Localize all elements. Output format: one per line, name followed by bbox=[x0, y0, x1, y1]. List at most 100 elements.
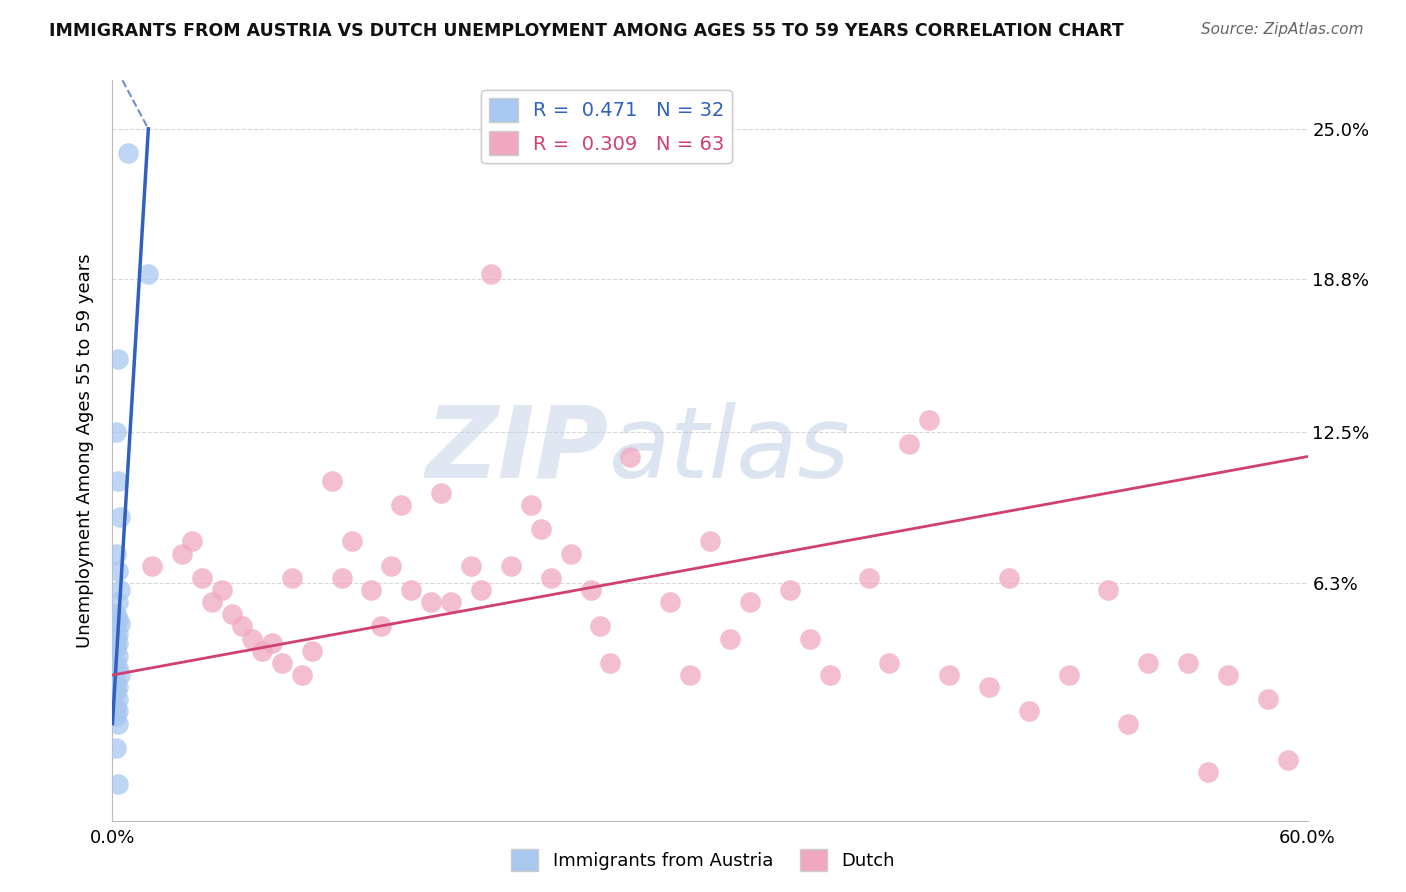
Point bbox=[105, 632, 128, 646]
Point bbox=[211, 582, 233, 597]
Point bbox=[499, 558, 522, 573]
Point bbox=[107, 595, 129, 609]
Point bbox=[110, 510, 132, 524]
Point bbox=[107, 777, 129, 791]
Point bbox=[107, 680, 129, 694]
Point bbox=[1118, 716, 1140, 731]
Point bbox=[659, 595, 682, 609]
Text: IMMIGRANTS FROM AUSTRIA VS DUTCH UNEMPLOYMENT AMONG AGES 55 TO 59 YEARS CORRELAT: IMMIGRANTS FROM AUSTRIA VS DUTCH UNEMPLO… bbox=[49, 22, 1123, 40]
Point bbox=[105, 656, 128, 670]
Point bbox=[107, 612, 129, 626]
Point bbox=[818, 668, 841, 682]
Point bbox=[460, 558, 482, 573]
Point bbox=[579, 582, 602, 597]
Point bbox=[879, 656, 901, 670]
Point bbox=[107, 636, 129, 650]
Point bbox=[110, 668, 132, 682]
Point bbox=[291, 668, 314, 682]
Point bbox=[401, 582, 423, 597]
Legend: R =  0.471   N = 32, R =  0.309   N = 63: R = 0.471 N = 32, R = 0.309 N = 63 bbox=[481, 90, 733, 162]
Point bbox=[530, 522, 553, 536]
Point bbox=[105, 425, 128, 440]
Point bbox=[360, 582, 382, 597]
Point bbox=[1197, 765, 1219, 780]
Point bbox=[105, 607, 128, 622]
Point bbox=[679, 668, 702, 682]
Point bbox=[1097, 582, 1119, 597]
Point bbox=[1137, 656, 1160, 670]
Point bbox=[301, 644, 323, 658]
Point bbox=[340, 534, 363, 549]
Point bbox=[1177, 656, 1199, 670]
Point bbox=[221, 607, 243, 622]
Point bbox=[105, 547, 128, 561]
Point bbox=[370, 619, 392, 633]
Point bbox=[107, 716, 129, 731]
Point bbox=[998, 571, 1021, 585]
Point bbox=[105, 709, 128, 723]
Text: atlas: atlas bbox=[609, 402, 851, 499]
Point bbox=[389, 498, 412, 512]
Point bbox=[191, 571, 214, 585]
Point bbox=[1018, 705, 1040, 719]
Point bbox=[321, 474, 343, 488]
Point bbox=[330, 571, 353, 585]
Point bbox=[1216, 668, 1239, 682]
Point bbox=[105, 675, 128, 690]
Point bbox=[107, 648, 129, 663]
Point bbox=[260, 636, 283, 650]
Legend: Immigrants from Austria, Dutch: Immigrants from Austria, Dutch bbox=[503, 842, 903, 879]
Point bbox=[107, 661, 129, 675]
Point bbox=[172, 547, 194, 561]
Point bbox=[201, 595, 224, 609]
Point bbox=[898, 437, 921, 451]
Point bbox=[105, 699, 128, 714]
Point bbox=[520, 498, 543, 512]
Point bbox=[738, 595, 761, 609]
Point bbox=[1257, 692, 1279, 706]
Point bbox=[107, 564, 129, 578]
Point bbox=[540, 571, 562, 585]
Point bbox=[938, 668, 960, 682]
Point bbox=[141, 558, 163, 573]
Y-axis label: Unemployment Among Ages 55 to 59 years: Unemployment Among Ages 55 to 59 years bbox=[76, 253, 94, 648]
Point bbox=[380, 558, 402, 573]
Point bbox=[589, 619, 612, 633]
Point bbox=[977, 680, 1000, 694]
Point bbox=[117, 146, 139, 161]
Point bbox=[107, 352, 129, 367]
Point bbox=[560, 547, 582, 561]
Point bbox=[110, 582, 132, 597]
Point bbox=[105, 685, 128, 699]
Point bbox=[181, 534, 204, 549]
Point bbox=[470, 582, 492, 597]
Point bbox=[105, 622, 128, 636]
Point bbox=[619, 450, 641, 464]
Point bbox=[718, 632, 741, 646]
Point bbox=[440, 595, 463, 609]
Point bbox=[270, 656, 292, 670]
Point bbox=[420, 595, 443, 609]
Point bbox=[138, 268, 160, 282]
Point bbox=[479, 268, 502, 282]
Point bbox=[107, 474, 129, 488]
Point bbox=[105, 740, 128, 755]
Point bbox=[107, 626, 129, 640]
Point bbox=[430, 486, 453, 500]
Point bbox=[231, 619, 253, 633]
Point bbox=[1057, 668, 1080, 682]
Point bbox=[110, 617, 132, 632]
Point bbox=[918, 413, 941, 427]
Point bbox=[799, 632, 821, 646]
Point bbox=[779, 582, 801, 597]
Point bbox=[240, 632, 263, 646]
Point bbox=[107, 705, 129, 719]
Point bbox=[107, 692, 129, 706]
Point bbox=[599, 656, 621, 670]
Text: ZIP: ZIP bbox=[426, 402, 609, 499]
Point bbox=[281, 571, 304, 585]
Text: Source: ZipAtlas.com: Source: ZipAtlas.com bbox=[1201, 22, 1364, 37]
Point bbox=[105, 641, 128, 656]
Point bbox=[250, 644, 273, 658]
Point bbox=[699, 534, 721, 549]
